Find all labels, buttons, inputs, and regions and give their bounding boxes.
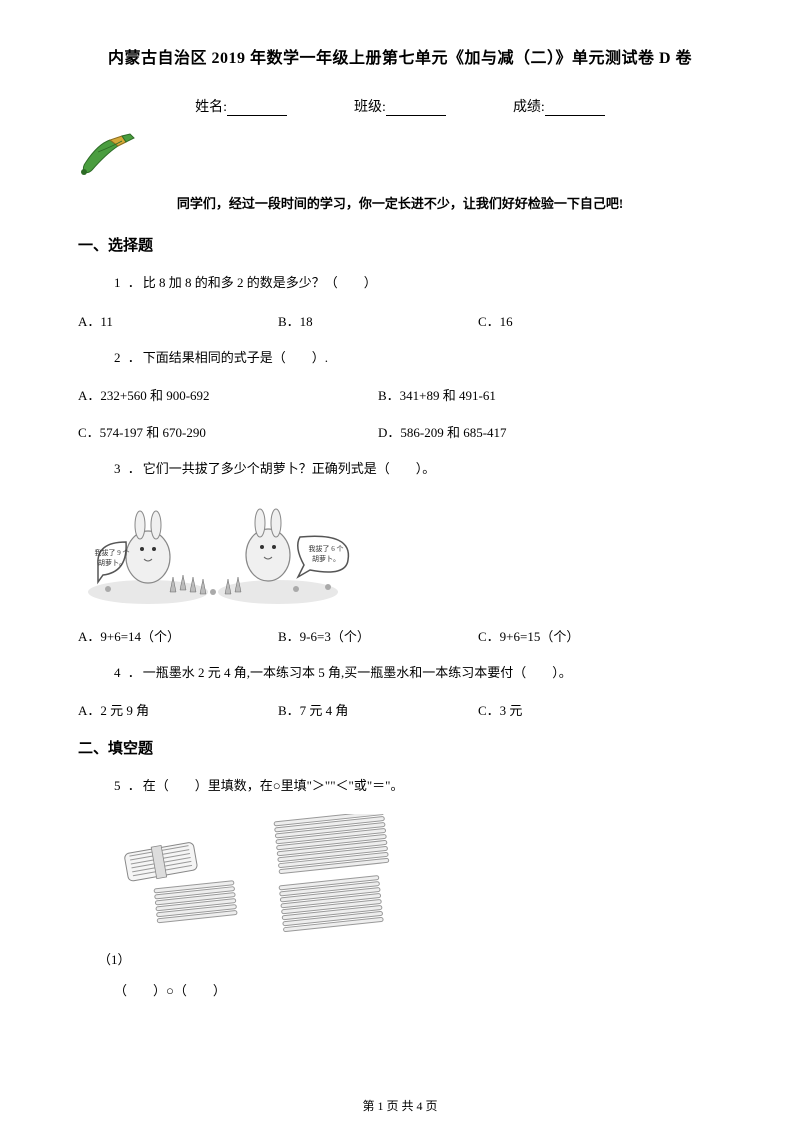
- q1-opt-a: A．11: [78, 311, 278, 330]
- q2-options-2: C．574-197 和 670-290 D．586-209 和 685-417: [78, 422, 722, 441]
- q2-text: 下面结果相同的式子是（ ）.: [143, 350, 328, 365]
- q2-opt-c: C．574-197 和 670-290: [78, 422, 378, 441]
- q3-text: 它们一共拔了多少个胡萝卜？正确列式是（ ）。: [143, 461, 436, 476]
- q1-opt-c: C．16: [478, 311, 678, 330]
- bubble-2-line1: 我拔了 6 个: [309, 544, 344, 553]
- encouragement-text: 同学们，经过一段时间的学习，你一定长进不少，让我们好好检验一下自己吧!: [78, 193, 722, 212]
- question-3: 3 ．它们一共拔了多少个胡萝卜？正确列式是（ ）。: [114, 459, 722, 479]
- score-blank: [545, 115, 605, 116]
- bubble-1-line2: 胡萝卜。: [98, 558, 126, 567]
- q5-text: 在（ ）里填数，在○里填"＞""＜"或"＝"。: [143, 778, 404, 793]
- page-title: 内蒙古自治区 2019 年数学一年级上册第七单元《加与减（二）》单元测试卷 D …: [78, 44, 722, 68]
- q4-options: A．2 元 9 角 B．7 元 4 角 C．3 元: [78, 700, 722, 719]
- q2-opt-a: A．232+560 和 900-692: [78, 385, 378, 404]
- q1-number: 1 ．: [114, 275, 143, 290]
- q5-number: 5 ．: [114, 778, 143, 793]
- name-blank: [227, 115, 287, 116]
- q1-text: 比 8 加 8 的和多 2 的数是多少？（ ）: [143, 275, 377, 290]
- q2-options-1: A．232+560 和 900-692 B．341+89 和 491-61: [78, 385, 722, 404]
- question-1: 1 ．比 8 加 8 的和多 2 的数是多少？（ ）: [114, 273, 722, 293]
- question-2: 2 ．下面结果相同的式子是（ ）.: [114, 348, 722, 368]
- q3-number: 3 ．: [114, 461, 143, 476]
- q1-opt-b: B．18: [278, 311, 478, 330]
- class-label: 班级:: [354, 100, 386, 115]
- page-footer: 第 1 页 共 4 页: [0, 1097, 800, 1114]
- name-label: 姓名:: [195, 100, 227, 115]
- q3-options: A．9+6=14（个） B．9-6=3（个） C．9+6=15（个）: [78, 626, 722, 645]
- q4-opt-b: B．7 元 4 角: [278, 700, 478, 719]
- q2-opt-b: B．341+89 和 491-61: [378, 385, 678, 404]
- q3-opt-a: A．9+6=14（个）: [78, 626, 278, 645]
- question-5: 5 ．在（ ）里填数，在○里填"＞""＜"或"＝"。: [114, 776, 722, 796]
- section-2-heading: 二、填空题: [78, 737, 722, 758]
- class-blank: [386, 115, 446, 116]
- counting-sticks: [114, 814, 722, 939]
- student-info-row: 姓名: 班级: 成绩:: [78, 96, 722, 116]
- rabbit-illustration: 我拔了 9 个 胡萝卜。 我拔了 6 个 胡萝卜。: [78, 497, 358, 612]
- q1-options: A．11 B．18 C．16: [78, 311, 722, 330]
- q4-text: 一瓶墨水 2 元 4 角,一本练习本 5 角,买一瓶墨水和一本练习本要付（ ）。: [143, 665, 572, 680]
- q2-opt-d: D．586-209 和 685-417: [378, 422, 678, 441]
- bubble-1-line1: 我拔了 9 个: [95, 548, 130, 557]
- q3-opt-c: C．9+6=15（个）: [478, 626, 678, 645]
- q5-sub-1: （1）: [98, 949, 722, 968]
- q2-number: 2 ．: [114, 350, 143, 365]
- pencil-icon: [78, 132, 722, 185]
- q3-opt-b: B．9-6=3（个）: [278, 626, 478, 645]
- q4-number: 4 ．: [114, 665, 143, 680]
- q4-opt-c: C．3 元: [478, 700, 678, 719]
- q4-opt-a: A．2 元 9 角: [78, 700, 278, 719]
- q5-compare: （ ）○（ ）: [114, 980, 722, 999]
- section-1-heading: 一、选择题: [78, 234, 722, 255]
- bubble-2-line2: 胡萝卜。: [312, 554, 340, 563]
- score-label: 成绩:: [513, 100, 545, 115]
- question-4: 4 ．一瓶墨水 2 元 4 角,一本练习本 5 角,买一瓶墨水和一本练习本要付（…: [114, 663, 722, 683]
